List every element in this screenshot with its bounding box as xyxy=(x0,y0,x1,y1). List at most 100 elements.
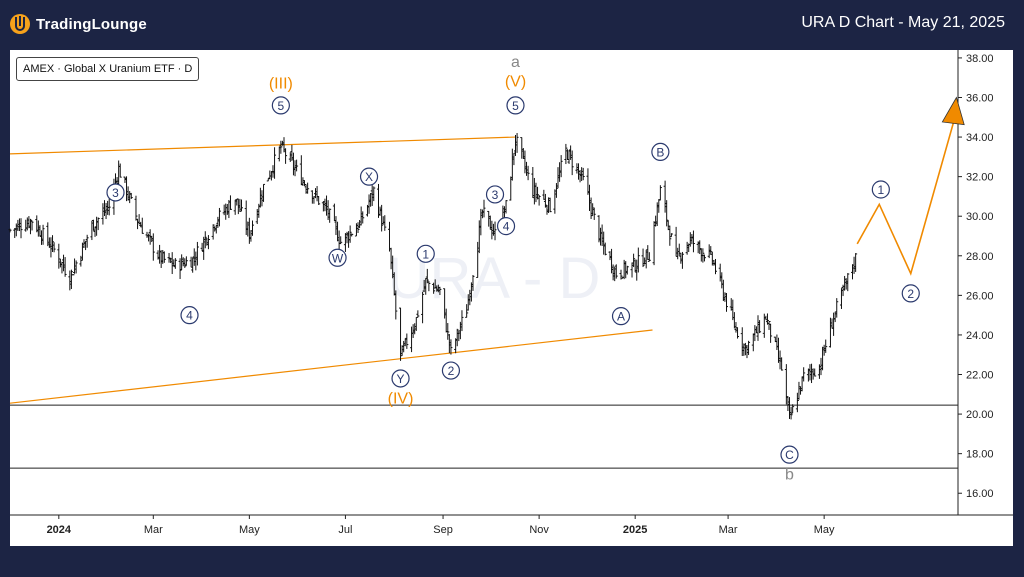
wave-label-circled: A xyxy=(611,307,631,326)
price-candle xyxy=(202,236,206,260)
price-candle xyxy=(753,325,757,342)
price-candle xyxy=(850,264,854,280)
price-candle xyxy=(323,198,327,212)
price-candle xyxy=(487,210,491,227)
wave-circle-icon xyxy=(506,96,525,115)
price-candle xyxy=(312,196,316,204)
x-tick-label: Mar xyxy=(144,524,163,536)
wave-circle-icon xyxy=(871,180,890,199)
price-candle xyxy=(411,324,415,338)
price-candle xyxy=(729,298,733,311)
price-candle xyxy=(565,149,569,160)
price-candle xyxy=(510,148,514,181)
price-candle xyxy=(810,363,814,384)
price-candle xyxy=(732,312,736,329)
price-candle xyxy=(455,328,459,347)
price-candle xyxy=(666,220,670,231)
price-candle xyxy=(699,248,703,262)
price-candle xyxy=(279,140,283,154)
price-candle xyxy=(647,252,651,262)
chart-frame xyxy=(10,50,1013,546)
price-candle xyxy=(291,152,295,176)
wave-label-text: 1 xyxy=(422,247,429,261)
price-candle xyxy=(262,183,266,202)
price-candle xyxy=(239,199,243,212)
wave-circle-icon xyxy=(416,244,435,263)
price-candle xyxy=(332,203,336,222)
price-candle xyxy=(641,248,645,268)
x-tick-label: 2025 xyxy=(623,524,647,536)
wave-label-degree: (IV) xyxy=(388,390,414,407)
wave-circle-icon xyxy=(901,284,920,303)
y-tick-label: 38.00 xyxy=(966,53,994,65)
price-candle xyxy=(709,246,713,255)
price-candle xyxy=(465,304,469,318)
price-candle xyxy=(359,206,363,226)
price-candle xyxy=(49,237,53,258)
price-candle xyxy=(567,150,571,164)
price-candle xyxy=(159,250,163,268)
tradinglounge-logo: TradingLounge xyxy=(10,13,147,35)
price-candle xyxy=(376,183,380,218)
price-candle xyxy=(685,241,689,255)
price-candle xyxy=(361,211,365,224)
price-candle xyxy=(740,327,744,356)
price-candle xyxy=(846,273,850,292)
price-candle xyxy=(321,201,325,212)
price-candle xyxy=(745,345,749,359)
price-candle xyxy=(192,248,196,266)
price-candle xyxy=(534,182,538,203)
chart-title: URA D Chart - May 21, 2025 xyxy=(801,14,1005,31)
price-candle xyxy=(721,279,725,302)
price-candle xyxy=(795,392,799,413)
price-candle xyxy=(800,376,804,392)
price-candle xyxy=(570,150,574,176)
price-candle xyxy=(611,264,615,281)
price-candle xyxy=(258,187,262,208)
price-candle xyxy=(251,220,255,236)
wave-label-text: 5 xyxy=(512,99,519,113)
price-candle xyxy=(416,310,420,318)
price-candle xyxy=(588,184,592,211)
x-tick-label: May xyxy=(239,524,260,536)
price-candle xyxy=(277,146,281,162)
price-candle xyxy=(504,200,508,214)
trend-channel-line xyxy=(9,329,653,404)
wave-label-circled: B xyxy=(651,142,670,162)
price-candle xyxy=(310,190,314,204)
price-candle xyxy=(228,195,232,210)
wave-label-circled: 4 xyxy=(180,306,199,325)
wave-circle-icon xyxy=(611,307,631,326)
price-candle xyxy=(718,263,722,282)
price-candle xyxy=(525,161,529,176)
price-candle xyxy=(85,234,89,248)
price-candle xyxy=(674,226,678,257)
trend-channel-line xyxy=(9,136,516,155)
price-candle xyxy=(41,224,45,245)
price-candle xyxy=(778,350,782,370)
price-candle xyxy=(28,218,32,235)
wave-circle-icon xyxy=(780,445,799,464)
y-tick-label: 34.00 xyxy=(966,132,994,144)
price-candle xyxy=(345,231,349,244)
price-candle xyxy=(189,256,193,268)
price-candle xyxy=(356,222,360,233)
price-candle xyxy=(136,218,140,230)
price-candle xyxy=(27,216,31,229)
price-candle xyxy=(14,223,18,237)
wave-label-circled: X xyxy=(359,167,379,186)
y-tick-label: 16.00 xyxy=(966,488,994,500)
header-bar: TradingLounge URA D Chart - May 21, 2025 xyxy=(0,0,1024,48)
y-tick-label: 30.00 xyxy=(966,211,994,223)
price-candle xyxy=(167,252,171,263)
price-candle xyxy=(79,255,83,267)
price-candle xyxy=(547,197,551,213)
price-candle xyxy=(139,221,143,228)
price-candle xyxy=(788,397,792,419)
price-candle xyxy=(394,290,398,320)
wave-label-text: 3 xyxy=(492,188,499,202)
price-candle xyxy=(833,311,837,323)
price-candle xyxy=(400,345,404,357)
wave-label-degree: (V) xyxy=(505,74,526,91)
price-candle xyxy=(521,148,525,159)
